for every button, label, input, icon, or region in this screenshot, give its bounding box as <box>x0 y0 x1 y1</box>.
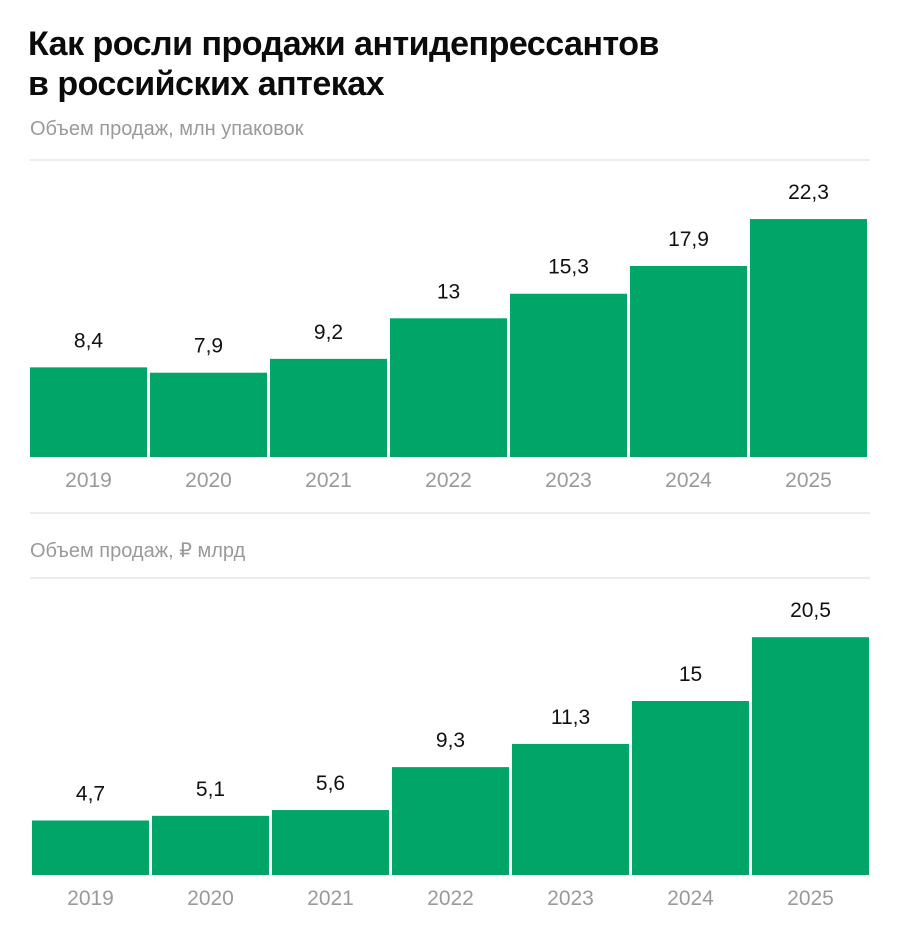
chart2-year-label: 2025 <box>787 887 834 910</box>
chart1-year-label: 2019 <box>65 469 112 492</box>
chart1-bar-2019 <box>30 367 147 457</box>
chart1-year-label: 2023 <box>545 469 592 492</box>
chart1-bar-2021 <box>270 358 387 457</box>
chart2-bar-2019 <box>32 820 149 875</box>
chart2-bar-2023 <box>512 743 629 875</box>
chart1-value-label: 9,2 <box>314 321 343 344</box>
chart1-top-divider <box>30 159 870 161</box>
chart1-year-label: 2022 <box>425 469 472 492</box>
chart2-bar-2022 <box>392 767 509 875</box>
chart2-value-label: 5,6 <box>316 772 345 795</box>
chart2-top-divider <box>30 577 870 579</box>
chart1-value-label: 13 <box>437 280 460 303</box>
chart1-year-label: 2020 <box>185 469 232 492</box>
chart2-bar-2025 <box>752 637 869 875</box>
chart1-bar-2025 <box>750 219 867 457</box>
chart2-year-label: 2023 <box>547 887 594 910</box>
chart2-year-label: 2021 <box>307 887 354 910</box>
chart1-bottom-divider <box>30 512 870 514</box>
chart2-value-label: 20,5 <box>790 599 831 622</box>
chart2-year-label: 2024 <box>667 887 714 910</box>
chart-title: Как росли продажи антидепрессантов в рос… <box>28 24 659 104</box>
chart2-value-label: 11,3 <box>551 706 590 729</box>
chart2-bar-2021 <box>272 810 389 875</box>
chart2-bar-2024 <box>632 701 749 875</box>
chart1-bar-2022 <box>390 318 507 457</box>
title-line-1: Как росли продажи антидепрессантов <box>28 25 659 63</box>
chart1-year-label: 2025 <box>785 469 832 492</box>
chart2-value-label: 5,1 <box>196 778 225 801</box>
chart2-year-label: 2019 <box>67 887 114 910</box>
chart2-value-label: 15 <box>679 663 702 686</box>
chart1-subtitle: Объем продаж, млн упаковок <box>30 118 304 140</box>
chart2-subtitle: Объем продаж, ₽ млрд <box>30 540 246 562</box>
chart1-value-label: 17,9 <box>668 228 709 251</box>
chart1-value-label: 15,3 <box>548 256 589 279</box>
title-line-2: в российских аптеках <box>28 65 385 103</box>
chart1-value-label: 7,9 <box>194 335 223 358</box>
chart1-year-label: 2021 <box>305 469 352 492</box>
chart1-value-label: 22,3 <box>788 181 829 204</box>
chart2-value-label: 9,3 <box>436 729 465 752</box>
chart2-year-label: 2020 <box>187 887 234 910</box>
chart2-year-label: 2022 <box>427 887 474 910</box>
chart1-bar-2024 <box>630 266 747 457</box>
chart2-bar-2020 <box>152 815 269 875</box>
chart1-value-label: 8,4 <box>74 329 104 352</box>
chart1-bar-2020 <box>150 372 267 457</box>
chart1-bar-2023 <box>510 293 627 457</box>
chart1-year-label: 2024 <box>665 469 712 492</box>
chart2-value-label: 4,7 <box>76 782 105 805</box>
